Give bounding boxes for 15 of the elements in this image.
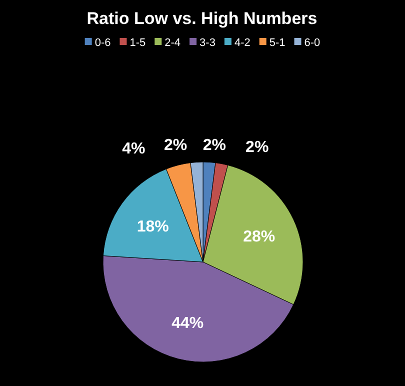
data-label: 18% bbox=[136, 218, 169, 236]
data-label: 2% bbox=[202, 137, 226, 154]
legend-label: 0-6 bbox=[94, 37, 111, 49]
legend-label: 5-1 bbox=[269, 37, 286, 49]
data-label: 4% bbox=[122, 140, 146, 158]
legend-label: 4-2 bbox=[234, 37, 250, 49]
chart-title: Ratio Low vs. High Numbers bbox=[86, 9, 318, 28]
legend-label: 2-4 bbox=[164, 37, 181, 49]
legend-label: 3-3 bbox=[200, 37, 216, 49]
data-label: 2% bbox=[164, 137, 188, 154]
legend-label: 6-0 bbox=[304, 37, 320, 49]
data-label: 2% bbox=[246, 139, 269, 156]
legend-label: 1-5 bbox=[130, 37, 146, 49]
data-label: 28% bbox=[243, 228, 276, 246]
data-label: 44% bbox=[172, 315, 204, 332]
